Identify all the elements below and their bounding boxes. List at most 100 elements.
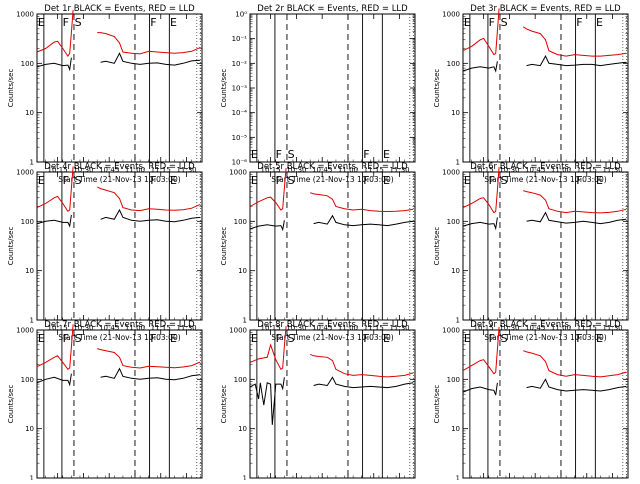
region-marker: F — [63, 174, 69, 187]
region-marker: E — [251, 174, 258, 187]
series-line-lld — [462, 8, 627, 57]
region-marker: F — [576, 332, 582, 345]
region-marker: E — [251, 148, 258, 161]
panel-title: Det 2r BLACK = Events, RED = LLD — [257, 4, 408, 14]
y-tick-label: 1000 — [442, 327, 460, 335]
x-axis-label: Start Time (21-Nov-13 10:03:00) — [271, 175, 393, 184]
region-marker: F — [150, 332, 156, 345]
detector-panel-4: Det 4r BLACK = Events, RED = LLD Counts/s… — [7, 162, 203, 342]
x-tick-label: 11:30 — [389, 324, 409, 332]
plot-frame — [36, 13, 203, 163]
series-line-events — [462, 54, 627, 73]
x-tick-label: 10:15 — [261, 324, 281, 332]
region-marker: E — [383, 148, 390, 161]
x-tick-label: 10:30 — [499, 324, 519, 332]
y-tick-label: 10 — [238, 425, 247, 433]
region-marker: S — [288, 148, 295, 161]
region-marker: S — [501, 174, 508, 187]
region-marker: E — [38, 16, 45, 29]
x-tick-label: 10:45 — [312, 324, 332, 332]
region-marker: E — [170, 332, 177, 345]
series-line-events — [36, 52, 201, 72]
region-marker: F — [363, 332, 369, 345]
plot-frame — [249, 329, 416, 479]
y-tick-label: 10⁻³ — [232, 85, 248, 93]
series-line-lld — [36, 10, 201, 58]
region-marker: F — [489, 16, 495, 29]
panel-title: Det 4r BLACK = Events, RED = LLD — [44, 162, 195, 172]
x-tick-label: 10:45 — [525, 166, 545, 174]
y-tick-label: 10 — [25, 267, 34, 275]
y-axis-label: Counts/sec — [7, 69, 15, 108]
plot-frame — [462, 171, 629, 321]
y-axis-label: Counts/sec — [433, 227, 441, 266]
plot-frame — [249, 171, 416, 321]
y-tick-label: 1000 — [442, 169, 460, 177]
series-line-events — [462, 378, 627, 396]
x-tick-label: 11:30 — [389, 166, 409, 174]
region-marker: E — [464, 16, 471, 29]
x-tick-label: 11:30 — [176, 166, 196, 174]
y-tick-label: 1 — [456, 317, 460, 325]
x-tick-label: 10:15 — [474, 166, 494, 174]
x-tick-label: 10:30 — [286, 166, 306, 174]
x-axis-label: Start Time (21-Nov-13 10:03:00) — [484, 333, 606, 342]
x-tick-label: 10:30 — [286, 324, 306, 332]
y-axis-label: Counts/sec — [7, 227, 15, 266]
y-axis-label: Counts/sec — [220, 227, 228, 266]
y-axis-label: Counts/sec — [7, 385, 15, 424]
y-axis-label: Counts/sec — [220, 385, 228, 424]
region-marker: E — [383, 174, 390, 187]
region-marker: F — [276, 332, 282, 345]
y-tick-label: 1 — [30, 317, 34, 325]
x-tick-label: 11:00 — [338, 324, 358, 332]
y-tick-label: 10 — [451, 109, 460, 117]
x-tick-label: 11:15 — [577, 324, 597, 332]
series-line-lld — [36, 324, 201, 370]
x-tick-label: 11:00 — [551, 324, 571, 332]
region-marker: S — [75, 16, 82, 29]
x-tick-label: 10:30 — [499, 166, 519, 174]
x-tick-label: 10:45 — [99, 166, 119, 174]
series-line-lld — [249, 326, 414, 378]
detector-panel-9: Det 9r BLACK = Events, RED = LLD Counts/s… — [433, 320, 629, 484]
panel-title: Det 8r BLACK = Events, RED = LLD — [257, 320, 408, 330]
x-tick-label: 10:30 — [73, 166, 93, 174]
x-tick-label: 10:15 — [261, 166, 281, 174]
x-tick-label: 10:45 — [525, 324, 545, 332]
x-tick-label: 11:00 — [125, 324, 145, 332]
x-tick-label: 10:45 — [99, 324, 119, 332]
y-axis-label: Counts/sec — [220, 69, 228, 108]
detector-panel-6: Det 6r BLACK = Events, RED = LLD Counts/s… — [433, 162, 629, 342]
region-marker: S — [288, 332, 295, 345]
region-marker: S — [501, 332, 508, 345]
y-tick-label: 10 — [451, 267, 460, 275]
region-marker: F — [63, 332, 69, 345]
region-marker: F — [276, 148, 282, 161]
x-axis-label: Start Time (21-Nov-13 10:03:00) — [58, 333, 180, 342]
plot-frame — [36, 329, 203, 479]
y-tick-label: 1 — [456, 159, 460, 167]
y-tick-label: 1 — [243, 317, 247, 325]
y-tick-label: 10⁰ — [235, 11, 247, 19]
region-marker: E — [38, 332, 45, 345]
x-tick-label: 11:00 — [338, 166, 358, 174]
y-tick-label: 1000 — [16, 327, 34, 335]
y-tick-label: 10⁻² — [232, 60, 248, 68]
detector-panel-2: Det 2r BLACK = Events, RED = LLD Counts/s… — [220, 4, 416, 184]
y-tick-label: 1000 — [16, 11, 34, 19]
x-axis-label: Start Time (21-Nov-13 10:03:00) — [58, 175, 180, 184]
x-tick-label: 11:15 — [364, 324, 384, 332]
panel-title: Det 9r BLACK = Events, RED = LLD — [470, 320, 621, 330]
detector-panel-5: Det 5r BLACK = Events, RED = LLD Counts/s… — [220, 162, 416, 342]
x-tick-label: 10:15 — [474, 324, 494, 332]
x-tick-label: 11:30 — [602, 166, 622, 174]
series-line-events — [249, 214, 414, 232]
x-tick-label: 11:15 — [151, 166, 171, 174]
y-tick-label: 100 — [234, 218, 247, 226]
y-tick-label: 1 — [30, 159, 34, 167]
y-tick-label: 1 — [30, 475, 34, 481]
region-marker: F — [63, 16, 69, 29]
